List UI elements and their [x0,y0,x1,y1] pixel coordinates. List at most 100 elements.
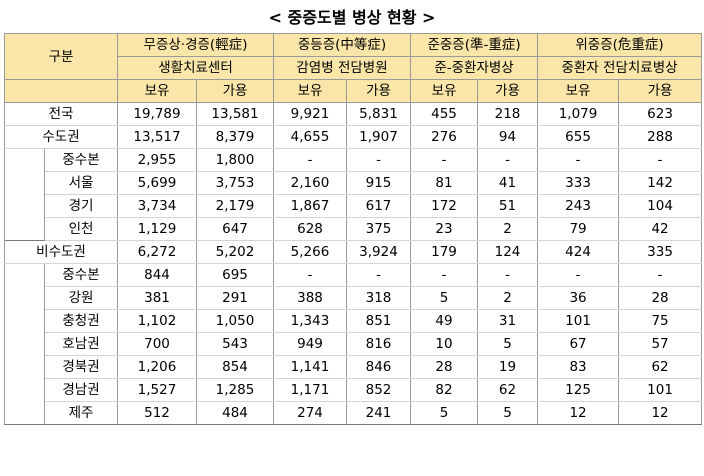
available-cell: 2 [477,286,539,310]
held-cell: 5,266 [273,240,347,264]
table-row: 제주 512 484 274 241 5 5 12 12 [4,401,703,425]
indent-spacer [4,378,45,402]
held-cell: 1,343 [273,309,347,333]
held-cell: 172 [410,194,479,218]
available-cell: 218 [477,102,539,126]
available-cell: 623 [618,102,703,126]
available-cell: 241 [345,401,412,425]
table-row: 전국 19,789 13,581 9,921 5,831 455 218 1,079 623 [4,102,703,126]
held-cell: 5 [410,401,479,425]
available-cell: 1,285 [196,378,274,402]
available-cell: 852 [345,378,412,402]
held-cell: 81 [410,171,479,195]
available-cell: 484 [196,401,274,425]
available-cell: 5 [477,332,539,356]
held-cell: 13,517 [117,125,197,149]
available-cell: 13,581 [196,102,274,126]
available-cell: - [618,148,703,172]
facility-header-semi-severe: 준-중환자병상 [410,56,539,80]
held-cell: 455 [410,102,479,126]
held-cell: - [273,148,347,172]
table-row: 인천 1,129 647 628 375 23 2 79 42 [4,217,703,241]
facility-header-severe: 중환자 전담치료병상 [537,56,703,80]
available-cell: 3,924 [345,240,412,264]
available-cell: 318 [345,286,412,310]
held-cell: 12 [537,401,620,425]
held-cell: 179 [410,240,479,264]
available-cell: 62 [618,355,703,379]
page-title: < 중증도별 병상 현황 > [268,8,436,27]
available-cell: 41 [477,171,539,195]
held-cell: 36 [537,286,620,310]
held-header: 보유 [273,79,347,103]
available-cell: 2,179 [196,194,274,218]
held-cell: 655 [537,125,620,149]
indent-spacer [4,194,45,218]
table-row: 호남권 700 543 949 816 10 5 67 57 [4,332,703,356]
held-cell: 28 [410,355,479,379]
available-cell: 42 [618,217,703,241]
held-cell: - [273,263,347,287]
held-cell: 949 [273,332,347,356]
available-cell: 19 [477,355,539,379]
held-cell: 10 [410,332,479,356]
available-cell: 12 [618,401,703,425]
held-cell: 388 [273,286,347,310]
held-cell: 1,171 [273,378,347,402]
header-row-facility: 생활치료센터 감염병 전담병원 준-중환자병상 중환자 전담치료병상 [5,56,703,80]
held-cell: 4,655 [273,125,347,149]
available-cell: - [345,148,412,172]
available-cell: 846 [345,355,412,379]
row-label: 충청권 [44,309,118,333]
held-cell: 3,734 [117,194,197,218]
held-cell: 79 [537,217,620,241]
held-header: 보유 [537,79,620,103]
region-label: 수도권 [4,125,118,149]
available-header: 가용 [196,79,274,103]
held-cell: 1,079 [537,102,620,126]
held-cell: 23 [410,217,479,241]
available-cell: 31 [477,309,539,333]
held-cell: 1,206 [117,355,197,379]
available-cell: - [345,263,412,287]
available-cell: 28 [618,286,703,310]
row-label: 인천 [44,217,118,241]
held-cell: - [410,148,479,172]
held-cell: 844 [117,263,197,287]
level-header-mild: 무증상·경증(輕症) [117,33,274,57]
row-label: 경북권 [44,355,118,379]
available-cell: 335 [618,240,703,264]
level-header-moderate: 중등증(中等症) [272,33,412,57]
available-cell: 851 [345,309,412,333]
held-cell: 49 [410,309,479,333]
available-cell: 291 [196,286,274,310]
indent-spacer [4,263,45,287]
table-row: 충청권 1,102 1,050 1,343 851 49 31 101 75 [4,309,703,333]
held-cell: 700 [117,332,197,356]
available-cell: 543 [196,332,274,356]
indent-spacer [4,309,45,333]
indent-spacer [4,355,45,379]
available-cell: 816 [345,332,412,356]
held-cell: 243 [537,194,620,218]
available-cell: 375 [345,217,412,241]
available-cell: 124 [477,240,539,264]
level-header-severe: 위중증(危重症) [537,33,703,57]
kind-header-blank [4,79,118,103]
row-label: 제주 [44,401,118,425]
held-cell: 2,955 [117,148,197,172]
held-header: 보유 [410,79,479,103]
available-cell: 51 [477,194,539,218]
row-label: 서울 [44,171,118,195]
held-cell: 5 [410,286,479,310]
indent-spacer [4,286,45,310]
held-cell: 381 [117,286,197,310]
available-cell: 854 [196,355,274,379]
available-cell: 5 [477,401,539,425]
available-cell: 1,907 [345,125,412,149]
table-row: 서울 5,699 3,753 2,160 915 81 41 333 142 [4,171,703,195]
held-header: 보유 [117,79,197,103]
level-header-semi-severe: 준중증(準-重症) [410,33,539,57]
row-label: 경남권 [44,378,118,402]
table-row: 경북권 1,206 854 1,141 846 28 19 83 62 [4,355,703,379]
